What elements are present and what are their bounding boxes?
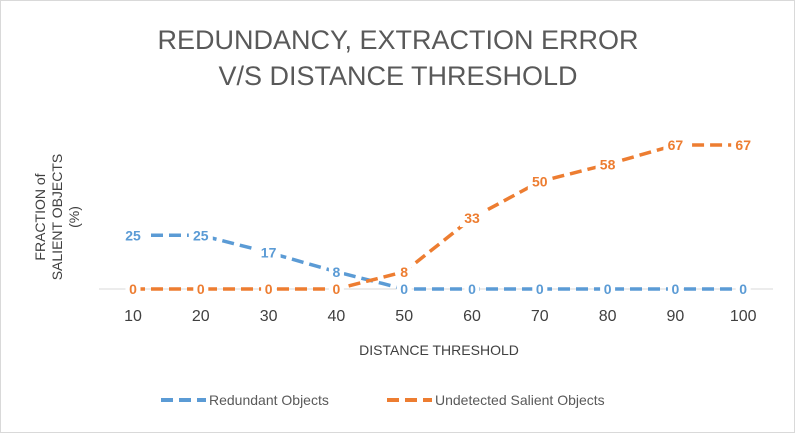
x-tick-label: 80 (599, 308, 617, 325)
y-axis-title-line-1: FRACTION of (32, 173, 48, 260)
data-label-redundant-objects: 25 (125, 227, 141, 243)
data-label-bg (125, 280, 141, 298)
data-label-undetected-salient-objects: 33 (464, 210, 480, 226)
data-label-bg (261, 280, 277, 298)
series-layer (133, 143, 744, 291)
data-label-redundant-objects: 0 (400, 281, 408, 297)
data-label-undetected-salient-objects: 50 (532, 174, 548, 190)
legend: Redundant Objects Undetected Salient Obj… (161, 392, 605, 408)
data-label-bg (731, 136, 756, 154)
x-tick-label: 10 (124, 308, 142, 325)
data-label-undetected-salient-objects: 0 (265, 281, 273, 297)
data-label-redundant-objects: 0 (739, 281, 747, 297)
data-label-bg (532, 280, 548, 298)
chart-title-line-2: V/S DISTANCE THRESHOLD (218, 61, 577, 91)
x-tick-label: 90 (667, 308, 685, 325)
data-label-bg (188, 226, 213, 245)
data-label-bg (464, 280, 480, 298)
x-tick-label: 40 (328, 308, 346, 325)
y-axis-title: FRACTION of SALIENT OBJECTS (%) (32, 154, 82, 281)
data-label-bg (600, 280, 616, 298)
data-label-undetected-salient-objects: 67 (735, 137, 751, 153)
x-tick-label: 100 (730, 308, 757, 325)
chart-title-line-1: REDUNDANCY, EXTRACTION ERROR (157, 25, 638, 55)
data-label-bg (328, 262, 344, 281)
data-label-bg (193, 280, 209, 298)
data-label-bg (663, 136, 688, 154)
data-label-bg (121, 226, 145, 245)
data-label-bg (735, 280, 751, 298)
data-label-undetected-salient-objects: 0 (197, 281, 205, 297)
x-tick-label: 50 (395, 308, 413, 325)
y-axis-title-line-3: (%) (66, 206, 82, 228)
x-tick-label: 60 (463, 308, 481, 325)
data-label-redundant-objects: 0 (604, 281, 612, 297)
data-label-undetected-salient-objects: 58 (600, 156, 616, 172)
data-label-bg (460, 209, 484, 228)
data-label-redundant-objects: 17 (261, 244, 277, 260)
series-line-redundant-objects (133, 233, 744, 291)
data-label-bg (595, 155, 620, 174)
data-label-bg (328, 280, 344, 298)
y-axis-title-line-2: SALIENT OBJECTS (49, 154, 65, 281)
data-label-undetected-salient-objects: 8 (400, 264, 408, 280)
data-label-undetected-salient-objects: 67 (668, 137, 684, 153)
data-label-bg (396, 280, 412, 298)
data-label-bg (527, 172, 552, 191)
data-label-undetected-salient-objects: 0 (129, 281, 137, 297)
legend-label-undetected-salient-objects: Undetected Salient Objects (435, 392, 605, 408)
series-line-undetected-salient-objects (133, 143, 744, 291)
x-tick-label: 20 (192, 308, 210, 325)
data-label-redundant-objects: 0 (672, 281, 680, 297)
x-tick-labels: 10 20 30 40 50 60 70 80 90 100 (124, 308, 757, 325)
x-tick-label: 70 (531, 308, 549, 325)
data-label-bg (396, 262, 412, 281)
data-label-bg (667, 280, 683, 298)
data-label-redundant-objects: 0 (468, 281, 476, 297)
data-label-redundant-objects: 0 (536, 281, 544, 297)
x-tick-label: 30 (260, 308, 278, 325)
data-label-undetected-salient-objects: 0 (333, 281, 341, 297)
data-label-redundant-objects: 8 (333, 264, 341, 280)
data-label-redundant-objects: 25 (193, 227, 209, 243)
legend-label-redundant-objects: Redundant Objects (209, 392, 329, 408)
data-label-bg (256, 243, 281, 262)
x-axis-title: DISTANCE THRESHOLD (359, 342, 519, 358)
